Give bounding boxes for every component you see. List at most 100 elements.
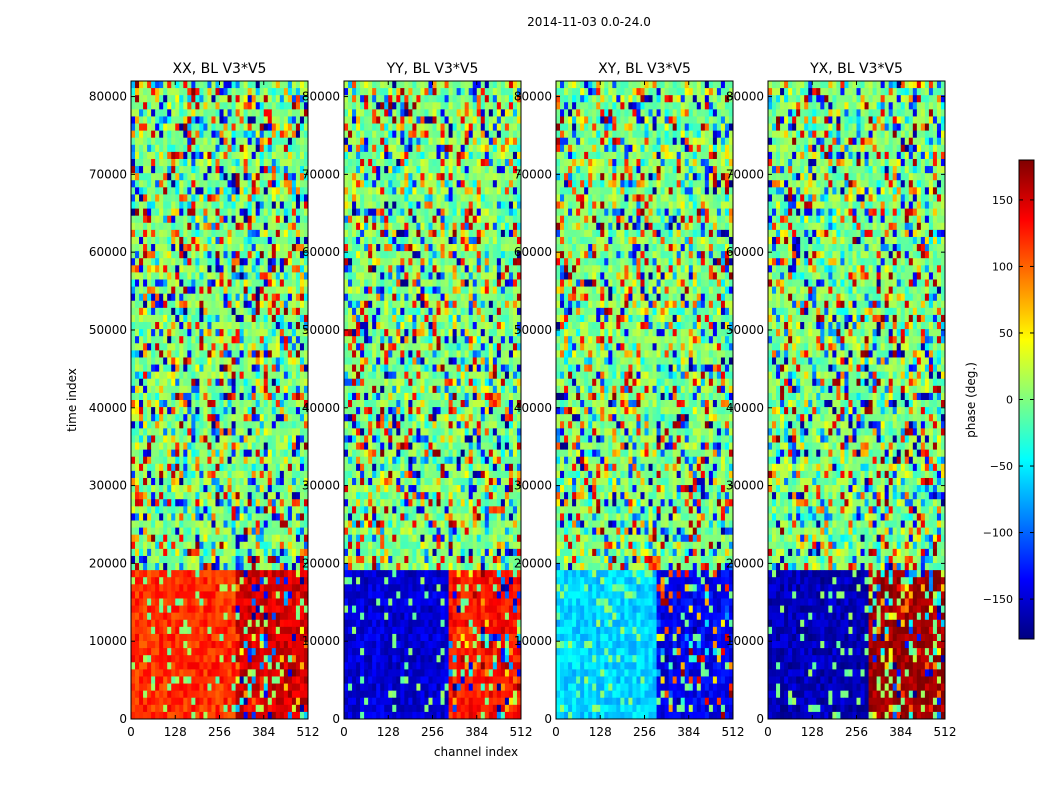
heatmap-cell xyxy=(364,102,369,110)
heatmap-cell xyxy=(147,421,152,429)
heatmap-cell xyxy=(480,180,486,188)
heatmap-cell xyxy=(267,485,273,493)
heatmap-cell xyxy=(488,102,494,110)
heatmap-cell xyxy=(163,513,168,521)
heatmap-cell xyxy=(143,307,148,316)
heatmap-cell xyxy=(468,144,474,153)
heatmap-cell xyxy=(255,669,261,677)
heatmap-cell xyxy=(303,676,309,684)
heatmap-cell xyxy=(211,534,216,543)
heatmap-cell xyxy=(303,428,309,436)
heatmap-cell xyxy=(199,648,204,656)
heatmap-cell xyxy=(436,81,441,89)
heatmap-cell xyxy=(291,676,297,684)
heatmap-cell xyxy=(380,229,385,238)
heatmap-cell xyxy=(163,648,168,656)
heatmap-cell xyxy=(388,222,393,231)
heatmap-cell xyxy=(247,669,253,677)
heatmap-cell xyxy=(147,350,152,358)
heatmap-cell xyxy=(279,683,285,692)
heatmap-cell xyxy=(163,485,168,493)
heatmap-cell xyxy=(299,123,305,132)
heatmap-cell xyxy=(171,272,176,280)
heatmap-cell xyxy=(235,385,241,394)
heatmap-cell xyxy=(283,336,289,344)
heatmap-cell xyxy=(279,633,285,642)
heatmap-cell xyxy=(384,88,389,96)
heatmap-cell xyxy=(472,180,478,188)
heatmap-cell xyxy=(480,208,486,217)
heatmap-cell xyxy=(295,95,301,103)
heatmap-cell xyxy=(171,392,176,401)
heatmap-cell xyxy=(195,449,200,458)
heatmap-cell xyxy=(420,81,425,89)
heatmap-cell xyxy=(175,109,180,117)
heatmap-cell xyxy=(263,265,269,273)
heatmap-cell xyxy=(171,513,176,521)
heatmap-cell xyxy=(239,130,245,139)
heatmap-cell xyxy=(239,499,245,507)
heatmap-cell xyxy=(135,570,140,578)
heatmap-cell xyxy=(504,137,510,146)
heatmap-cell xyxy=(400,109,405,117)
heatmap-cell xyxy=(131,641,136,649)
heatmap-cell xyxy=(255,350,261,358)
heatmap-cell xyxy=(384,151,389,160)
heatmap-cell xyxy=(199,598,204,606)
heatmap-cell xyxy=(500,151,506,160)
heatmap-cell xyxy=(416,123,421,132)
heatmap-cell xyxy=(291,343,297,351)
heatmap-cell xyxy=(239,435,245,443)
heatmap-cell xyxy=(472,137,478,146)
heatmap-cell xyxy=(275,513,281,521)
heatmap-cell xyxy=(247,364,253,373)
heatmap-cell xyxy=(275,336,281,344)
heatmap-cell xyxy=(139,279,144,287)
heatmap-cell xyxy=(131,166,136,174)
heatmap-cell xyxy=(187,130,192,139)
heatmap-cell xyxy=(235,477,241,486)
heatmap-cell xyxy=(219,605,224,614)
heatmap-cell xyxy=(380,95,385,103)
heatmap-cell xyxy=(480,144,486,153)
heatmap-cell xyxy=(159,244,164,252)
heatmap-cell xyxy=(512,151,518,160)
heatmap-cell xyxy=(175,499,180,507)
heatmap-cell xyxy=(303,130,309,139)
heatmap-cell xyxy=(299,272,305,280)
heatmap-cell xyxy=(299,499,305,507)
heatmap-cell xyxy=(412,130,417,139)
heatmap-cell xyxy=(299,506,305,514)
heatmap-cell xyxy=(135,180,140,188)
heatmap-cell xyxy=(147,102,152,110)
heatmap-cell xyxy=(255,236,261,245)
heatmap-cell xyxy=(147,697,152,706)
heatmap-cell xyxy=(167,144,172,153)
heatmap-cell xyxy=(223,180,228,188)
heatmap-cell xyxy=(187,428,192,436)
heatmap-cell xyxy=(352,208,357,217)
heatmap-cell xyxy=(267,151,273,160)
heatmap-cell xyxy=(239,534,245,543)
heatmap-cell xyxy=(227,421,232,429)
heatmap-cell xyxy=(147,605,152,614)
heatmap-cell xyxy=(263,633,269,642)
heatmap-cell xyxy=(143,584,148,592)
heatmap-cell xyxy=(239,400,245,408)
heatmap-cell xyxy=(360,151,365,160)
heatmap-cell xyxy=(388,166,393,174)
heatmap-cell xyxy=(159,371,164,380)
heatmap-cell xyxy=(239,293,245,302)
heatmap-cell xyxy=(159,137,164,146)
heatmap-cell xyxy=(131,364,136,373)
heatmap-cell xyxy=(147,208,152,217)
heatmap-cell xyxy=(404,109,409,117)
heatmap-cell xyxy=(131,506,136,514)
heatmap-cell xyxy=(440,166,445,174)
heatmap-cell xyxy=(364,236,369,245)
heatmap-cell xyxy=(231,88,236,96)
heatmap-cell xyxy=(428,173,433,181)
heatmap-cell xyxy=(376,236,381,245)
heatmap-cell xyxy=(187,95,192,103)
